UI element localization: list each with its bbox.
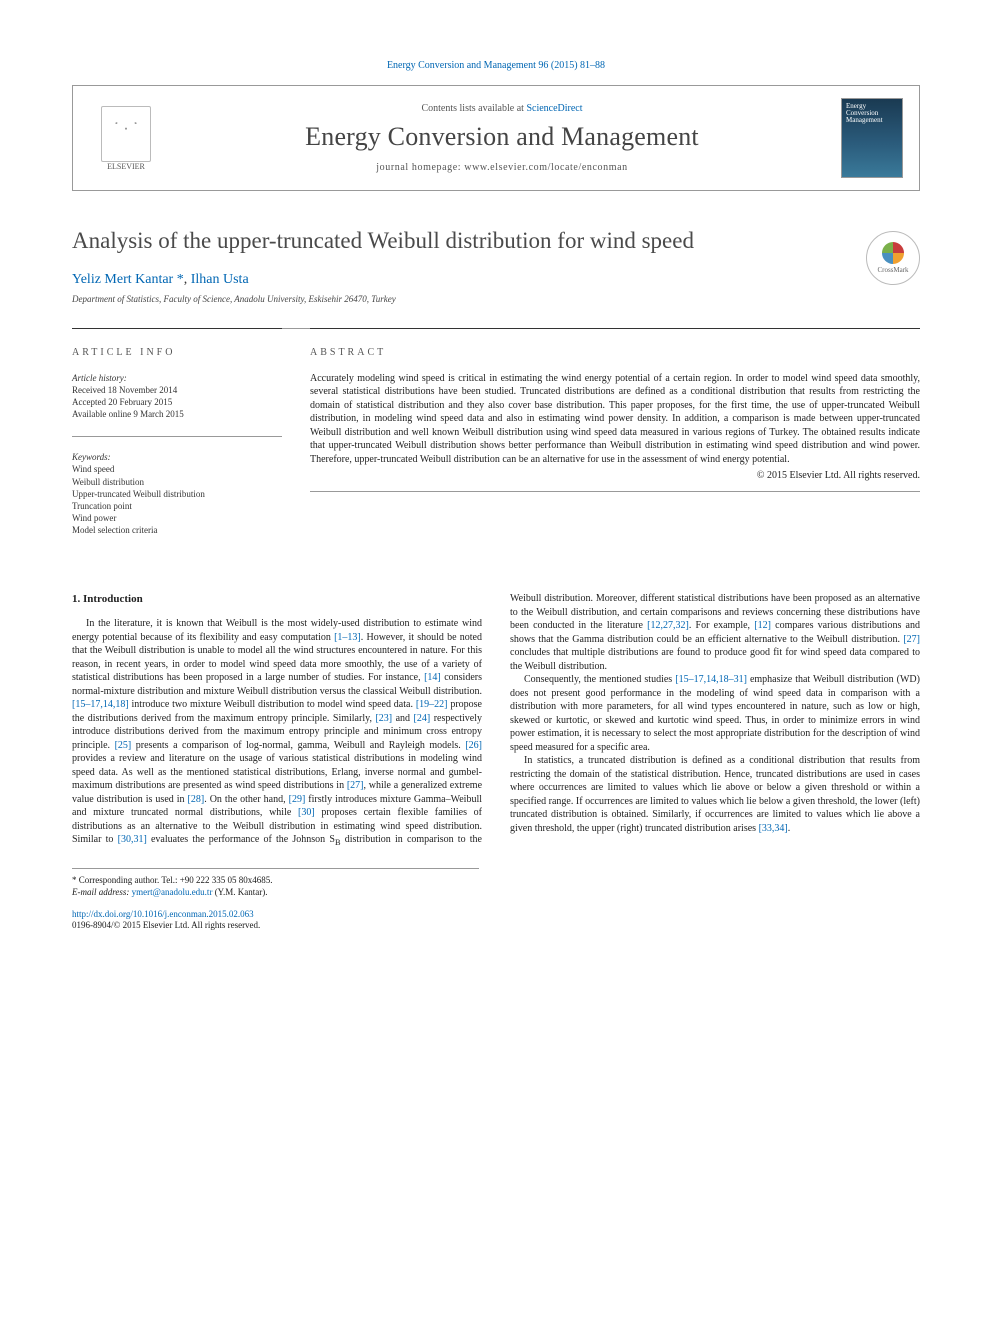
keyword: Truncation point [72, 500, 282, 512]
email-line: E-mail address: ymert@anadolu.edu.tr (Y.… [72, 887, 479, 899]
author-link-2[interactable]: Ilhan Usta [191, 272, 249, 287]
citation-ref[interactable]: [19–22] [416, 699, 448, 710]
citation-link[interactable]: Energy Conversion and Management 96 (201… [387, 60, 605, 71]
article-title: Analysis of the upper-truncated Weibull … [72, 227, 920, 256]
elsevier-tree-icon [101, 106, 151, 162]
journal-name: Energy Conversion and Management [163, 122, 841, 152]
keywords-list: Wind speed Weibull distribution Upper-tr… [72, 463, 282, 536]
crossmark-icon [882, 242, 904, 264]
homepage-line: journal homepage: www.elsevier.com/locat… [163, 162, 841, 173]
accepted-date: Accepted 20 February 2015 [72, 396, 282, 408]
doi-block: http://dx.doi.org/10.1016/j.enconman.201… [72, 909, 920, 932]
homepage-prefix: journal homepage: [376, 162, 464, 173]
citation-ref[interactable]: [14] [424, 672, 441, 683]
article-page: Energy Conversion and Management 96 (201… [0, 0, 992, 972]
author-email-link[interactable]: ymert@anadolu.edu.tr [132, 887, 213, 897]
contents-prefix: Contents lists available at [421, 103, 526, 114]
author-link-1[interactable]: Yeliz Mert Kantar [72, 272, 173, 287]
abstract-heading: abstract [310, 347, 920, 358]
citation-header: Energy Conversion and Management 96 (201… [72, 60, 920, 71]
doi-link[interactable]: http://dx.doi.org/10.1016/j.enconman.201… [72, 909, 254, 919]
citation-ref[interactable]: [29] [289, 794, 306, 805]
journal-header-box: ELSEVIER Contents lists available at Sci… [72, 85, 920, 191]
citation-ref[interactable]: [33,34] [759, 823, 788, 834]
section-heading-1: 1. Introduction [72, 592, 482, 607]
body-paragraph: Consequently, the mentioned studies [15–… [510, 673, 920, 754]
corresponding-author-note: * Corresponding author. Tel.: +90 222 33… [72, 875, 479, 887]
abstract-copyright: © 2015 Elsevier Ltd. All rights reserved… [310, 470, 920, 481]
issn-copyright: 0196-8904/© 2015 Elsevier Ltd. All right… [72, 920, 920, 932]
footnotes: * Corresponding author. Tel.: +90 222 33… [72, 868, 479, 898]
elsevier-logo[interactable]: ELSEVIER [89, 96, 163, 180]
homepage-url[interactable]: www.elsevier.com/locate/enconman [464, 162, 628, 173]
citation-ref[interactable]: [12] [754, 620, 771, 631]
abstract-text: Accurately modeling wind speed is critic… [310, 372, 920, 467]
crossmark-label: CrossMark [877, 266, 908, 274]
citation-ref[interactable]: [25] [115, 740, 132, 751]
keyword: Wind speed [72, 463, 282, 475]
citation-ref[interactable]: [28] [188, 794, 205, 805]
journal-cover-thumbnail[interactable]: Energy Conversion Management [841, 98, 903, 178]
abstract-bottom-rule [310, 491, 920, 492]
authors-line: Yeliz Mert Kantar *, Ilhan Usta [72, 272, 920, 288]
article-info-heading: article info [72, 347, 282, 358]
keywords-block: Keywords: Wind speed Weibull distributio… [72, 451, 282, 536]
keywords-label: Keywords: [72, 451, 282, 463]
citation-ref[interactable]: [30] [298, 807, 315, 818]
cover-title: Energy Conversion Management [846, 103, 898, 124]
contents-line: Contents lists available at ScienceDirec… [163, 103, 841, 114]
keyword: Upper-truncated Weibull distribution [72, 488, 282, 500]
article-history-block: Article history: Received 18 November 20… [72, 372, 282, 421]
citation-ref[interactable]: [27] [347, 780, 364, 791]
email-label: E-mail address: [72, 887, 132, 897]
email-name: (Y.M. Kantar). [212, 887, 267, 897]
citation-ref[interactable]: [24] [414, 713, 431, 724]
online-date: Available online 9 March 2015 [72, 408, 282, 420]
citation-ref[interactable]: [15–17,14,18] [72, 699, 129, 710]
article-header: CrossMark Analysis of the upper-truncate… [72, 227, 920, 304]
history-label: Article history: [72, 372, 282, 384]
citation-ref[interactable]: [12,27,32] [647, 620, 689, 631]
citation-ref[interactable]: [15–17,14,18–31] [675, 674, 747, 685]
citation-ref[interactable]: [27] [903, 634, 920, 645]
body-paragraph: In statistics, a truncated distribution … [510, 754, 920, 835]
citation-ref[interactable]: [26] [465, 740, 482, 751]
sciencedirect-link[interactable]: ScienceDirect [526, 103, 582, 114]
header-center: Contents lists available at ScienceDirec… [163, 103, 841, 173]
citation-ref[interactable]: [1–13] [334, 632, 361, 643]
info-abstract-row: article info Article history: Received 1… [72, 328, 920, 553]
keyword: Weibull distribution [72, 476, 282, 488]
citation-ref[interactable]: [23] [375, 713, 392, 724]
corresponding-mark: * [177, 272, 184, 287]
article-body: 1. Introduction In the literature, it is… [72, 592, 920, 848]
publisher-name: ELSEVIER [107, 162, 145, 171]
keyword: Wind power [72, 512, 282, 524]
abstract-column: abstract Accurately modeling wind speed … [310, 328, 920, 553]
affiliation: Department of Statistics, Faculty of Sci… [72, 294, 920, 304]
citation-ref[interactable]: [30,31] [118, 834, 147, 845]
received-date: Received 18 November 2014 [72, 384, 282, 396]
article-info-column: article info Article history: Received 1… [72, 328, 282, 553]
author-sep: , [184, 272, 191, 287]
info-divider [72, 436, 282, 437]
crossmark-badge[interactable]: CrossMark [866, 231, 920, 285]
keyword: Model selection criteria [72, 524, 282, 536]
